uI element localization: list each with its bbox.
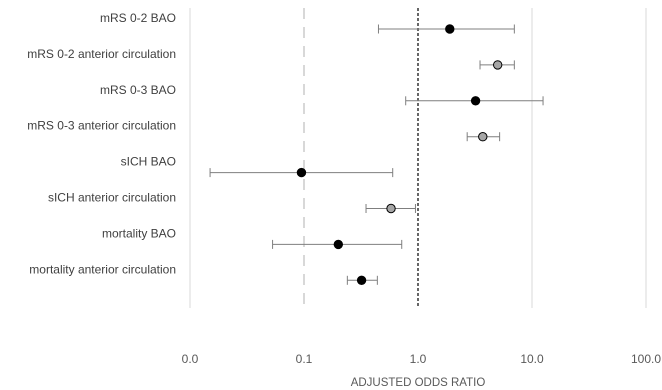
- forest-row: mortality BAO: [102, 226, 403, 250]
- forest-row: mRS 0-2 BAO: [100, 11, 515, 34]
- point-estimate: [333, 239, 344, 250]
- point-estimate: [445, 24, 455, 34]
- forest-row: mRS 0-3 BAO: [100, 83, 544, 106]
- row-label: mRS 0-3 anterior circulation: [27, 119, 176, 133]
- x-tick-label: 100.0: [631, 352, 661, 366]
- gridlines: [189, 8, 647, 308]
- point-estimate: [386, 203, 396, 214]
- x-tick-label: 0.0: [182, 352, 199, 366]
- forest-row: sICH anterior circulation: [48, 191, 416, 214]
- point-estimate: [356, 275, 367, 285]
- row-label: mRS 0-2 BAO: [100, 11, 176, 25]
- forest-row: mRS 0-2 anterior circulation: [27, 47, 515, 70]
- x-tick-label: 0.1: [296, 352, 313, 366]
- forest-row: mRS 0-3 anterior circulation: [27, 119, 501, 142]
- row-label: mortality BAO: [102, 226, 176, 240]
- row-label: mRS 0-3 BAO: [100, 83, 176, 97]
- forest-rows: mRS 0-2 BAO mRS 0-2 anterior circulation m…: [27, 11, 544, 285]
- row-label: mortality anterior circulation: [29, 262, 176, 276]
- point-estimate: [296, 167, 307, 178]
- x-tick-label: 10.0: [520, 352, 544, 366]
- row-label: sICH BAO: [121, 155, 176, 169]
- forest-row: mortality anterior circulation: [29, 262, 378, 285]
- point-estimate: [478, 132, 488, 142]
- row-label: mRS 0-2 anterior circulation: [27, 47, 176, 61]
- point-estimate: [492, 60, 503, 70]
- x-tick-label: 1.0: [410, 352, 427, 366]
- row-label: sICH anterior circulation: [48, 191, 176, 205]
- x-axis-label: ADJUSTED ODDS RATIO: [351, 377, 486, 389]
- x-axis-ticks: 0.0 0.1 1.0 10.0 100.0: [182, 352, 662, 366]
- forest-row: sICH BAO: [121, 155, 394, 178]
- point-estimate: [470, 96, 481, 106]
